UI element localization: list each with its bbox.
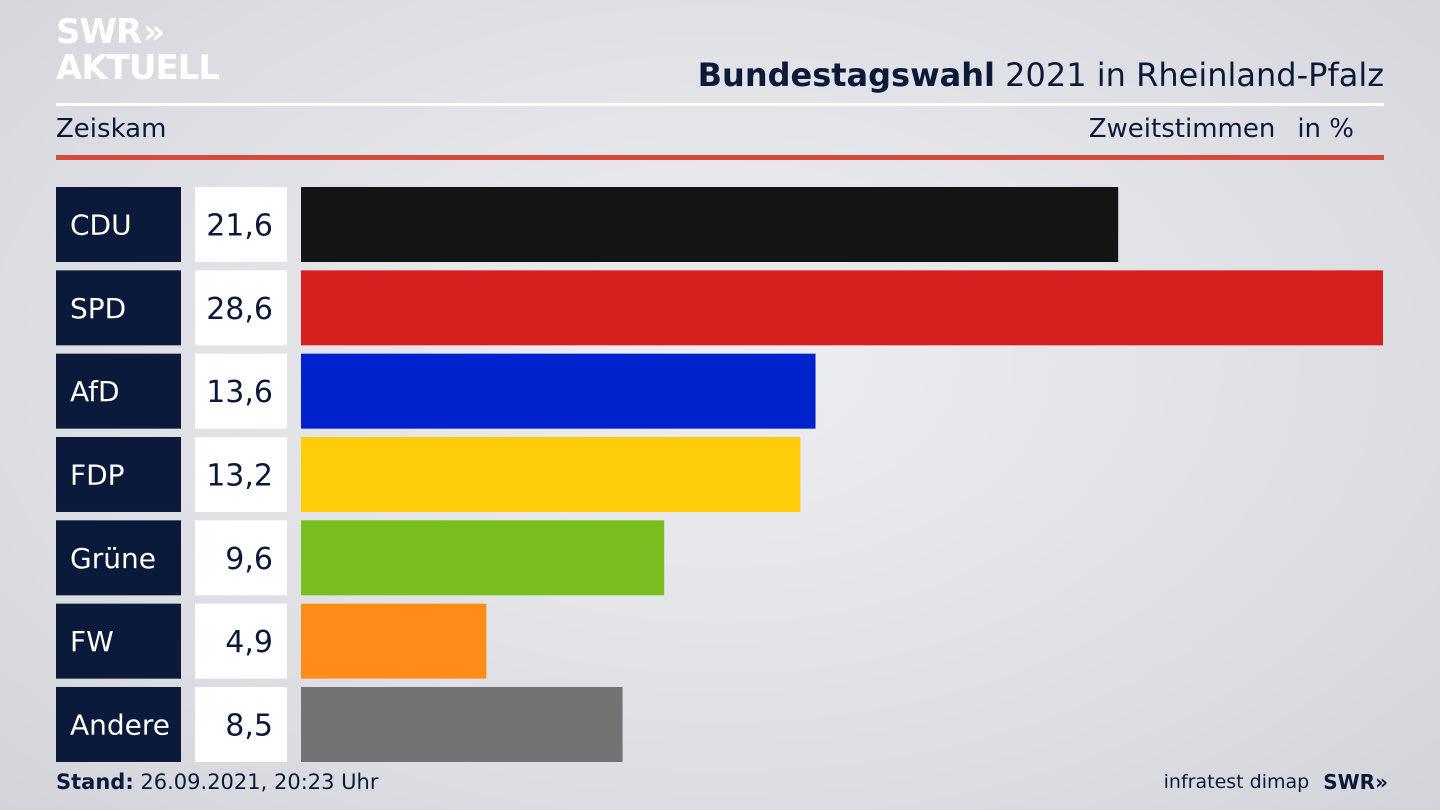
value-label-fw: 4,9	[225, 625, 273, 660]
value-label-afd: 13,6	[206, 375, 273, 410]
party-label-box-spd	[56, 270, 181, 346]
swr-chevron-icon: »	[1375, 770, 1388, 794]
logo-swr-text: SWR	[56, 12, 142, 52]
timestamp: Stand: 26.09.2021, 20:23 Uhr	[56, 770, 379, 794]
value-label-cdu: 21,6	[206, 209, 273, 244]
swr-footer-text: SWR	[1323, 770, 1376, 794]
measure-label-group: Zweitstimmen in %	[1089, 114, 1354, 144]
party-label-box-fw	[56, 603, 181, 679]
chart-title-bold: Bundestagswahl	[697, 56, 995, 94]
accent-divider	[56, 155, 1384, 160]
value-label-fdp: 13,2	[206, 458, 273, 493]
value-box-cdu	[195, 187, 287, 262]
party-label-fdp: FDP	[70, 458, 125, 491]
value-label-gr-ne: 9,6	[225, 542, 273, 577]
measure-label: Zweitstimmen	[1088, 114, 1276, 144]
header-divider	[56, 103, 1384, 106]
value-label-spd: 28,6	[206, 292, 273, 327]
logo-aktuell-text: AKTUELL	[56, 48, 220, 88]
bar-fw	[301, 603, 487, 679]
bar-fdp	[301, 436, 801, 512]
bar-spd	[301, 270, 1383, 346]
bar-afd	[301, 353, 816, 429]
unit-label: in %	[1297, 114, 1354, 144]
value-box-fdp	[195, 436, 287, 512]
value-box-andere	[195, 686, 287, 762]
value-box-gr-ne	[195, 520, 287, 596]
timestamp-value: 26.09.2021, 20:23 Uhr	[133, 770, 379, 794]
location-label: Zeiskam	[56, 114, 167, 144]
swr-footer-logo: SWR»	[1323, 770, 1388, 794]
bar-gr-ne	[301, 520, 665, 596]
party-label-box-gr-ne	[56, 520, 181, 596]
value-label-andere: 8,5	[225, 708, 273, 743]
bar-cdu	[301, 187, 1119, 262]
party-label-andere: Andere	[70, 708, 170, 741]
chart-title-rest: 2021 in Rheinland-Pfalz	[995, 56, 1384, 94]
value-box-afd	[195, 353, 287, 429]
source-label: infratest dimap	[1163, 771, 1310, 793]
bar-andere	[301, 686, 623, 762]
party-label-gr-ne: Grüne	[70, 542, 156, 575]
source-credits: infratest dimap SWR»	[1163, 770, 1388, 794]
swr-aktuell-logo: SWR» AKTUELL	[56, 12, 220, 88]
party-label-fw: FW	[70, 625, 114, 658]
chart-title: Bundestagswahl 2021 in Rheinland-Pfalz	[698, 56, 1384, 94]
party-label-afd: AfD	[70, 375, 120, 408]
party-label-box-andere	[56, 686, 181, 762]
timestamp-label: Stand:	[56, 770, 134, 794]
party-label-box-cdu	[56, 187, 181, 262]
party-label-box-fdp	[56, 436, 181, 512]
value-box-spd	[195, 270, 287, 346]
party-label-spd: SPD	[70, 292, 126, 325]
party-label-box-afd	[56, 353, 181, 429]
party-label-cdu: CDU	[70, 209, 132, 242]
value-box-fw	[195, 603, 287, 679]
